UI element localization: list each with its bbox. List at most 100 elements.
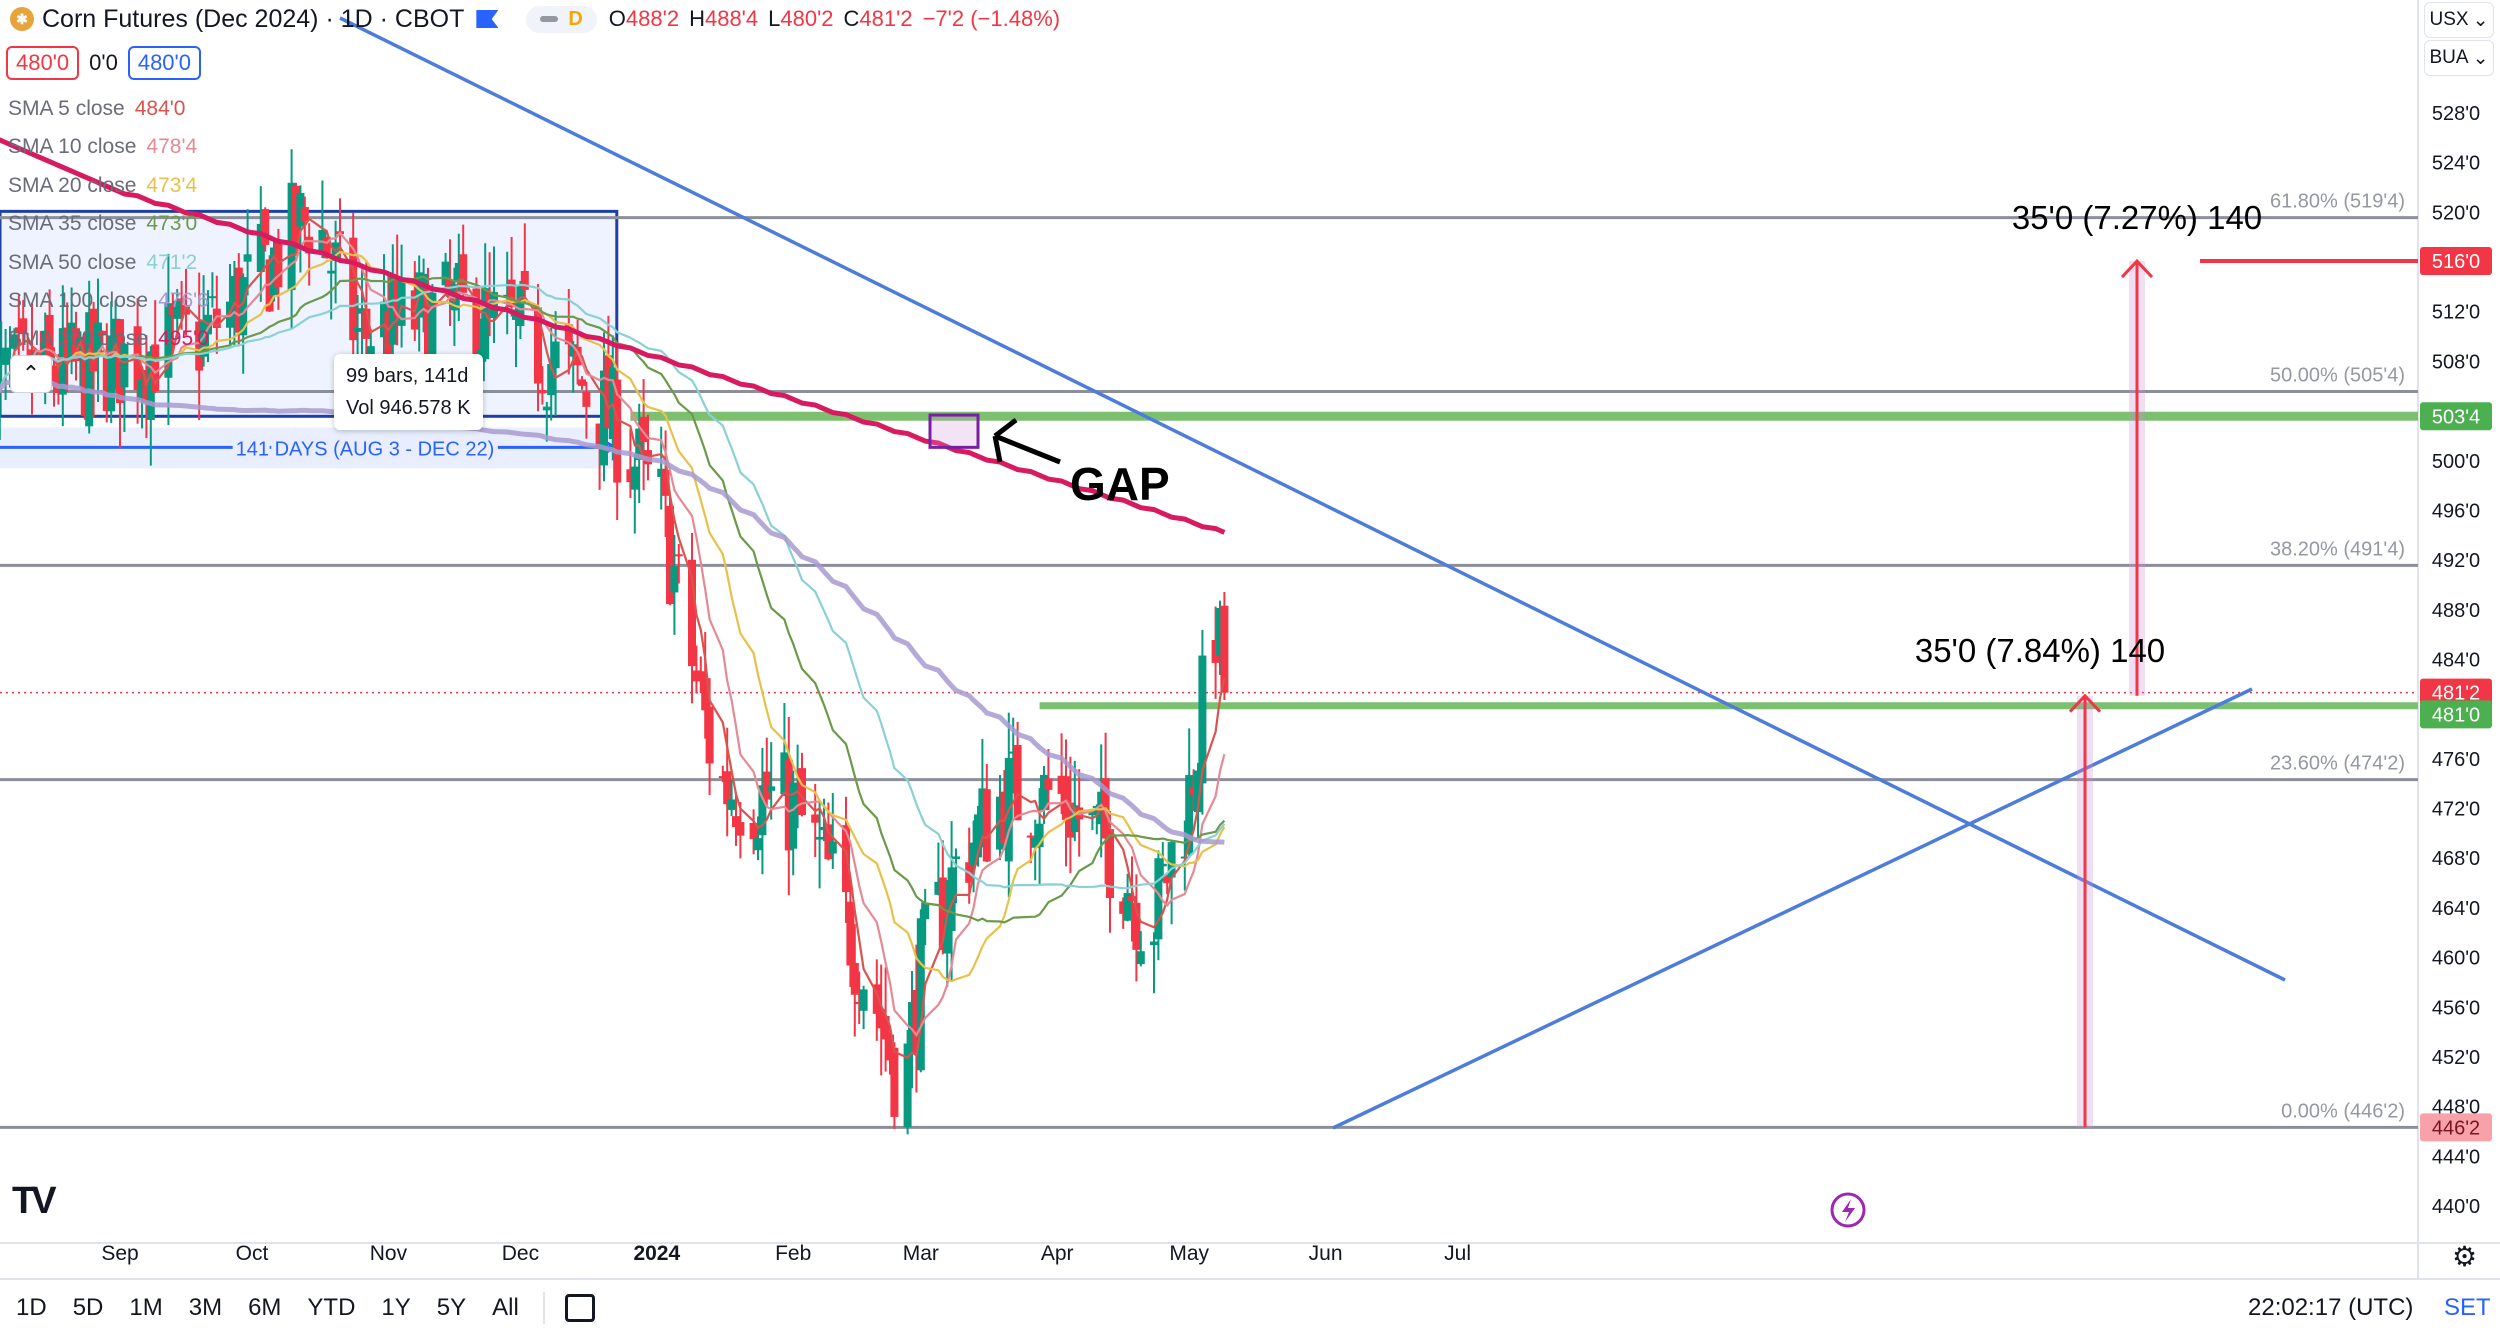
candle-body (1185, 775, 1194, 854)
candle-body (692, 670, 701, 682)
utc-clock[interactable]: 22:02:17 (UTC) (2248, 1293, 2414, 1321)
candle-body (424, 287, 432, 371)
sma-line (0, 374, 1225, 845)
flag-icon[interactable] (476, 10, 499, 28)
candle-body (454, 262, 463, 283)
ohlc-value: 481'2 (859, 6, 913, 31)
candle-body (793, 784, 802, 795)
sell-price-box[interactable]: 480'0 (6, 46, 80, 80)
candle-body (916, 918, 925, 1071)
candle-body (168, 306, 177, 316)
measure-label-upper: 35'0 (7.27%) 140 (2012, 199, 2262, 236)
corn-symbol-icon[interactable]: ✱ (10, 7, 34, 31)
time-tick-label: Oct (236, 1242, 269, 1265)
candle-body (820, 826, 828, 831)
price-badge-label: 481'2 (2432, 683, 2480, 705)
candle-body (551, 341, 560, 369)
ohlc-values: O488'2 H488'4 L480'2 C481'2 −7'2 (−1.48%) (609, 6, 1060, 32)
candle-body (98, 330, 107, 336)
downtrend-line[interactable] (339, 16, 2286, 982)
buy-price-box[interactable]: 480'0 (127, 46, 201, 80)
unit-label: BUA (2429, 47, 2469, 68)
price-badge[interactable] (2420, 700, 2492, 729)
candle-body (349, 237, 358, 341)
candle-body (1040, 774, 1048, 811)
candle-body (1154, 858, 1163, 940)
price-badge[interactable] (2420, 678, 2492, 707)
timeframe-button[interactable]: 1Y (381, 1293, 411, 1321)
session-set-button[interactable]: SET (2444, 1293, 2491, 1321)
candle-body (1062, 776, 1070, 820)
candle-body (1, 347, 10, 365)
price-badge[interactable] (2420, 402, 2492, 431)
timeframe-button[interactable]: 5Y (436, 1293, 467, 1321)
calendar-icon[interactable] (564, 1293, 595, 1322)
timeframe-button[interactable]: 1D (16, 1293, 47, 1321)
timeframe-button[interactable]: YTD (307, 1293, 356, 1321)
tradingview-logo[interactable]: TV (12, 1180, 57, 1222)
legend-row[interactable]: SMA 20 close 473'4 (8, 167, 209, 205)
price-badge[interactable] (2420, 1113, 2492, 1142)
interval-pill[interactable]: D (526, 5, 597, 33)
collapse-legend-button[interactable]: ⌃ (10, 355, 52, 393)
timeframe-button[interactable]: 1M (129, 1293, 163, 1321)
legend-row[interactable]: SMA 100 close 476'6 (8, 282, 209, 320)
legend-row[interactable]: SMA 200 close 495'0 (8, 320, 209, 358)
timeframe-button[interactable]: All (492, 1293, 519, 1321)
fib-level-label: 61.80% (519'4) (2270, 191, 2405, 213)
candle-body (947, 867, 956, 932)
candle-body (120, 343, 129, 388)
candle-body (1163, 875, 1172, 884)
candle-body (67, 322, 76, 362)
settings-gear-icon[interactable]: ⚙ (2452, 1241, 2478, 1272)
sma-line (0, 217, 1226, 1060)
measure-label-lower: 35'0 (7.84%) 140 (1915, 632, 2165, 669)
currency-dropdown[interactable]: USX ⌄ (2424, 2, 2494, 38)
candle-body (292, 185, 300, 245)
candle-body (732, 816, 740, 828)
legend-name: SMA 200 close (8, 327, 149, 351)
unit-dropdown[interactable]: BUA ⌄ (2424, 40, 2494, 76)
ohlc-key: L (768, 6, 781, 31)
candle-body (1136, 951, 1145, 965)
legend-row[interactable]: SMA 10 close 478'4 (8, 128, 209, 166)
candle-body (305, 236, 314, 254)
candle-body (1066, 802, 1075, 838)
legend-row[interactable]: SMA 50 close 471'2 (8, 244, 209, 282)
ohlc-item: −7'2 (−1.48%) (923, 6, 1061, 32)
candle-body (85, 312, 94, 427)
legend-value: 476'6 (158, 289, 209, 313)
timeframe-button[interactable]: 5D (72, 1293, 104, 1321)
symbol-title[interactable]: Corn Futures (Dec 2024) · 1D · CBOT (42, 4, 465, 33)
timeframe-button[interactable]: 3M (188, 1293, 223, 1321)
candle-body (14, 327, 23, 334)
event-lightning-bolt (1842, 1199, 1855, 1222)
time-tick-label: Nov (370, 1242, 408, 1265)
legend-row[interactable]: SMA 35 close 473'0 (8, 205, 209, 243)
uptrend-line[interactable] (1332, 687, 2253, 1130)
chevron-up-icon: ⌃ (21, 361, 41, 386)
legend-name: SMA 20 close (8, 173, 137, 197)
candle-body (287, 182, 296, 291)
candle-body (934, 881, 943, 895)
price-tick-label: 464'0 (2432, 898, 2480, 920)
legend-row[interactable]: SMA 5 close 484'0 (8, 90, 209, 128)
candle-body (177, 298, 186, 301)
price-badge[interactable] (2420, 247, 2492, 276)
price-tick-label: 484'0 (2432, 650, 2480, 672)
candle-body (666, 505, 674, 605)
timeframe-buttons: 1D 5D 1M 3M 6M YTD 1Y 5Y All (0, 1294, 529, 1322)
timeframe-button[interactable]: 6M (248, 1293, 282, 1321)
candle-body (534, 307, 542, 384)
time-tick-label: May (1169, 1242, 1209, 1265)
price-badge-label: 446'2 (2432, 1117, 2480, 1139)
candle-body (234, 267, 243, 333)
candle-body (441, 261, 450, 286)
candle-body (503, 294, 512, 297)
candle-body (657, 468, 666, 477)
price-tick-label: 512'0 (2432, 302, 2480, 324)
candle-body (943, 918, 952, 954)
gap-box[interactable] (928, 413, 980, 449)
candle-body (635, 428, 644, 460)
